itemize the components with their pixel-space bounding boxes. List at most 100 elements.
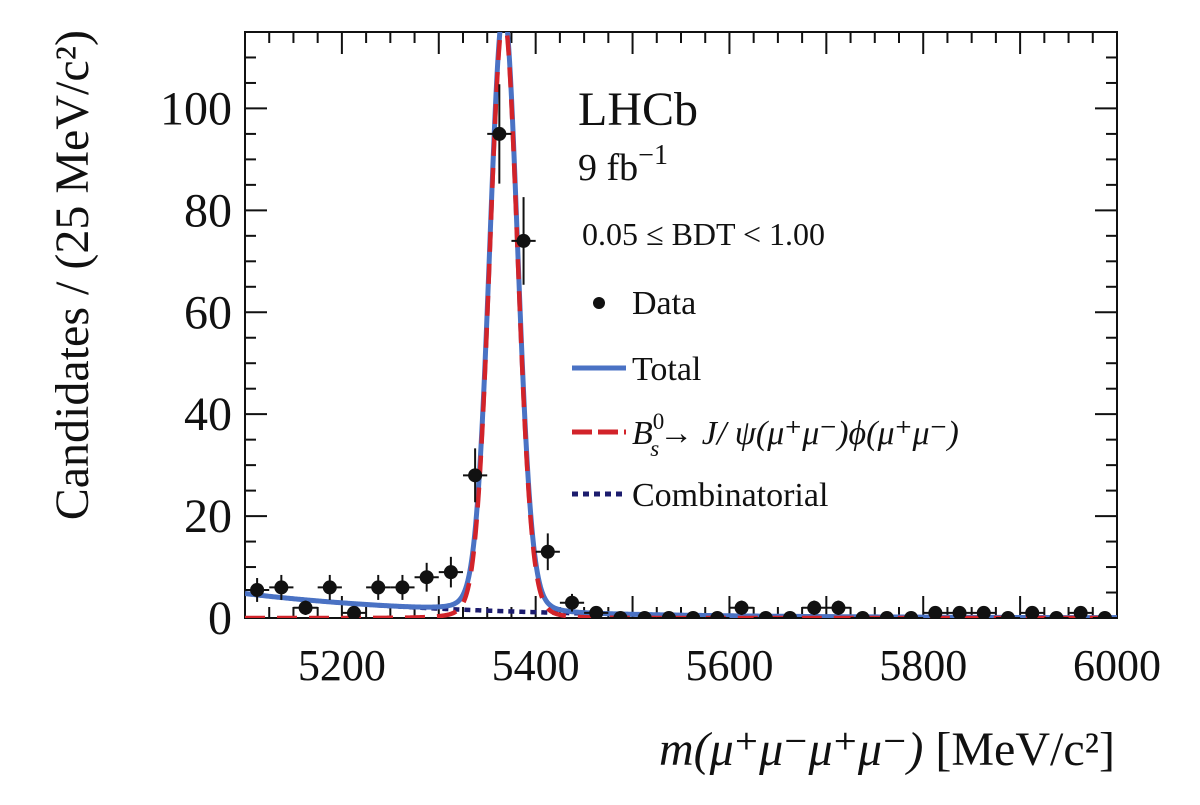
data-point xyxy=(874,611,899,618)
data-points xyxy=(245,84,1117,618)
data-point xyxy=(632,611,657,618)
data-point xyxy=(1044,611,1069,618)
data-marker xyxy=(734,600,749,615)
x-axis-label: m(μ⁺μ⁻μ⁺μ⁻) [MeV/c²] xyxy=(659,723,1115,776)
legend-signal-sup: 0 xyxy=(653,409,665,434)
data-marker xyxy=(395,580,410,595)
data-marker xyxy=(637,611,652,618)
data-marker xyxy=(928,605,943,618)
legend-total-label: Total xyxy=(632,351,701,388)
data-point xyxy=(535,533,560,571)
data-marker xyxy=(831,600,846,615)
data-point xyxy=(971,605,996,618)
data-marker xyxy=(710,611,725,618)
data-point xyxy=(463,448,488,503)
data-marker xyxy=(371,580,386,595)
data-point xyxy=(511,197,536,285)
luminosity-exp: −1 xyxy=(638,140,668,171)
y-axis-label: Candidates / (25 MeV/c²) xyxy=(46,30,99,520)
y-tick-label: 80 xyxy=(184,184,232,237)
data-point xyxy=(753,611,778,618)
y-tick-label: 20 xyxy=(184,490,232,543)
data-marker xyxy=(589,605,604,618)
legend: Data Total B0 s→ J/ ψ(μ⁺μ⁻)ϕ(μ⁺μ⁻) Combin… xyxy=(572,285,959,514)
data-marker xyxy=(783,611,797,618)
x-tick-labels: 5200 5400 5600 5800 6000 xyxy=(298,641,1161,690)
experiment-label: LHCb xyxy=(578,83,698,136)
y-tick-label: 0 xyxy=(208,592,232,645)
data-point xyxy=(293,600,318,616)
selection-label: 0.05 ≤ BDT < 1.00 xyxy=(582,216,825,252)
data-marker xyxy=(807,600,822,615)
data-point xyxy=(390,574,415,600)
x-axis-label-arg: (μ⁺μ⁻μ⁺μ⁻) xyxy=(694,723,924,776)
y-tick-label: 100 xyxy=(160,82,232,135)
y-tick-labels: 0 20 40 60 80 100 xyxy=(160,82,232,645)
data-point xyxy=(777,611,803,618)
data-marker xyxy=(1049,611,1064,618)
y-tick-label: 60 xyxy=(184,286,232,339)
legend-signal-sub: s xyxy=(650,436,659,461)
data-marker xyxy=(565,595,579,610)
data-marker xyxy=(492,126,507,141)
data-point xyxy=(559,593,585,612)
x-tick-label: 5200 xyxy=(298,641,386,690)
x-tick-label: 5800 xyxy=(879,641,967,690)
data-point xyxy=(995,611,1021,618)
data-marker xyxy=(1097,611,1112,618)
data-point xyxy=(1068,605,1093,618)
data-marker xyxy=(298,600,313,615)
data-marker xyxy=(1001,611,1015,618)
data-marker xyxy=(468,468,483,483)
data-point xyxy=(802,600,827,616)
data-point xyxy=(608,611,633,618)
data-point xyxy=(899,611,924,618)
data-point xyxy=(269,574,294,600)
x-axis-label-unit: [MeV/c²] xyxy=(923,723,1115,776)
y-tick-label: 40 xyxy=(184,388,232,441)
data-marker xyxy=(419,570,434,585)
data-point xyxy=(1092,611,1117,618)
data-marker xyxy=(443,565,458,580)
x-axis-label-m: m xyxy=(659,723,694,776)
data-point xyxy=(826,600,851,616)
data-marker xyxy=(540,544,555,559)
data-point xyxy=(681,611,706,618)
data-marker xyxy=(855,611,870,618)
data-point xyxy=(947,605,972,618)
data-point xyxy=(705,611,730,618)
data-point xyxy=(1020,605,1045,618)
data-marker xyxy=(976,605,991,618)
data-point xyxy=(923,605,948,618)
data-point xyxy=(729,600,754,616)
data-marker xyxy=(686,611,701,618)
data-point xyxy=(414,562,439,592)
luminosity-base: 9 fb xyxy=(578,147,638,189)
x-tick-label: 6000 xyxy=(1073,641,1161,690)
luminosity-label: 9 fb−1 xyxy=(578,140,668,189)
legend-signal-b: B xyxy=(632,415,653,452)
legend-data-marker xyxy=(593,297,605,309)
data-point xyxy=(341,605,367,618)
data-point xyxy=(487,84,512,184)
data-point xyxy=(366,574,391,600)
axis-ticks xyxy=(244,32,1118,619)
data-marker xyxy=(250,582,265,597)
data-marker xyxy=(516,233,531,248)
data-marker xyxy=(661,611,676,618)
legend-data-label: Data xyxy=(632,285,696,322)
data-marker xyxy=(904,611,919,618)
data-marker xyxy=(1025,605,1040,618)
data-marker xyxy=(613,611,628,618)
data-point xyxy=(438,556,463,588)
x-tick-label: 5400 xyxy=(492,641,580,690)
data-point xyxy=(317,574,342,600)
data-marker xyxy=(758,611,773,618)
data-point xyxy=(584,605,609,618)
data-point xyxy=(245,578,270,602)
legend-signal-decay: → J/ ψ(μ⁺μ⁻)ϕ(μ⁺μ⁻) xyxy=(659,415,959,452)
x-tick-label: 5600 xyxy=(685,641,773,690)
data-point xyxy=(656,611,681,618)
data-point xyxy=(850,611,875,618)
